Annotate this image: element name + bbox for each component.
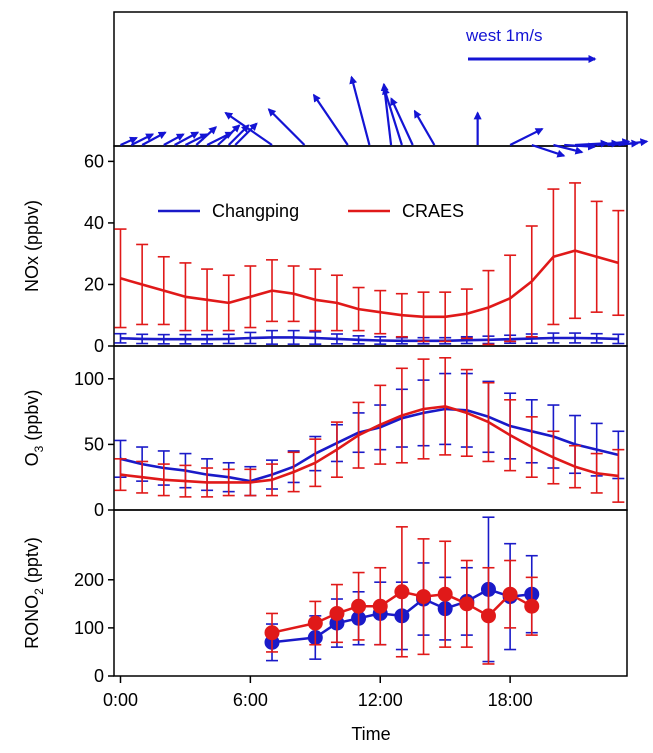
wind-arrow [130, 133, 155, 146]
wind-arrow [184, 133, 209, 146]
wind-arrow [553, 143, 584, 155]
wind-arrows [120, 75, 649, 158]
rono2-craes-point [329, 605, 345, 621]
wind-arrow [531, 143, 566, 158]
rono2-y-tick-label: 0 [94, 666, 104, 686]
wind-arrow [224, 111, 273, 146]
wind-arrow [349, 75, 371, 146]
nox-changping-line [120, 336, 619, 343]
rono2-panel: 0 100 200 [74, 516, 540, 686]
x-axis-title: Time [351, 724, 390, 744]
o3-y-tick-label: 100 [74, 369, 104, 389]
wind-arrow [509, 127, 544, 146]
rono2-craes-point [351, 598, 367, 614]
o3-y-tick-label: 50 [84, 434, 104, 454]
nox-panel: 0 20 40 60 [84, 151, 625, 356]
wind-arrow [227, 124, 250, 146]
nox-y-axis-title: NOx (ppbv) [22, 200, 42, 292]
wind-arrow [234, 122, 258, 146]
rono2-craes-point [416, 589, 432, 605]
nox-y-tick-label: 40 [84, 213, 104, 233]
rono2-craes-point [459, 596, 475, 612]
rono2-craes-point [437, 586, 453, 602]
wind-arrow [312, 93, 349, 146]
nox-y-tick-label: 0 [94, 336, 104, 356]
legend: Changping CRAES [158, 201, 464, 221]
wind-arrow [217, 124, 241, 146]
legend-label-changping: Changping [212, 201, 299, 221]
o3-y-axis-title-sub: 3 [32, 445, 46, 452]
rono2-y-axis-title-sub: 2 [32, 588, 46, 595]
wind-arrow [195, 126, 218, 146]
rono2-craes-point [307, 615, 323, 631]
x-tick-label: 18:00 [488, 690, 533, 710]
rono2-y-tick-label: 100 [74, 618, 104, 638]
rono2-craes-point [264, 625, 280, 641]
x-tick-label: 6:00 [233, 690, 268, 710]
rono2-craes-point [372, 598, 388, 614]
x-axis: 0:00 6:00 12:00 18:00 [103, 676, 533, 710]
rono2-panel-frame [113, 509, 628, 677]
o3-series-changping [114, 372, 625, 497]
rono2-craes-point [394, 584, 410, 600]
wind-arrow [267, 108, 306, 146]
o3-craes-line [120, 405, 619, 484]
wind-arrow [120, 136, 138, 147]
rono2-y-tick-label: 200 [74, 570, 104, 590]
nox-panel-frame [113, 145, 628, 347]
wind-reference-label: west 1m/s [465, 26, 543, 45]
wind-arrow [618, 138, 649, 147]
wind-panel-frame [113, 11, 628, 147]
o3-panel: 0 50 100 [74, 357, 625, 520]
x-tick-label: 12:00 [358, 690, 403, 710]
wind-reference: west 1m/s [465, 26, 597, 63]
wind-arrow [413, 109, 436, 146]
nox-series-craes [114, 182, 625, 346]
o3-y-axis-title-o: O [22, 452, 42, 466]
wind-arrow [382, 86, 403, 146]
nox-y-tick-label: 60 [84, 151, 104, 171]
o3-y-tick-label: 0 [94, 500, 104, 520]
o3-y-axis-title: O3 (ppbv) [22, 390, 46, 467]
nox-series-changping [114, 329, 625, 345]
o3-changping-line [120, 407, 619, 483]
wind-arrow [596, 138, 631, 147]
wind-arrow [564, 142, 597, 151]
rono2-y-axis-title-unit: (pptv) [22, 537, 42, 588]
rono2-series-craes [264, 526, 540, 665]
nox-y-tick-label: 20 [84, 274, 104, 294]
wind-arrow [390, 97, 414, 146]
legend-label-craes: CRAES [402, 201, 464, 221]
o3-y-axis-title-unit: (ppbv) [22, 390, 42, 446]
rono2-y-axis-title-main: RONO [22, 595, 42, 649]
rono2-craes-point [502, 586, 518, 602]
wind-arrow [174, 131, 200, 146]
nox-craes-line [120, 249, 619, 319]
rono2-y-axis-title: RONO2 (pptv) [22, 537, 46, 649]
x-tick-label: 0:00 [103, 690, 138, 710]
o3-series-craes [114, 357, 625, 503]
wind-arrow [141, 131, 167, 146]
rono2-craes-point [480, 608, 496, 624]
rono2-craes-point [524, 598, 540, 614]
wind-arrow [163, 133, 185, 146]
